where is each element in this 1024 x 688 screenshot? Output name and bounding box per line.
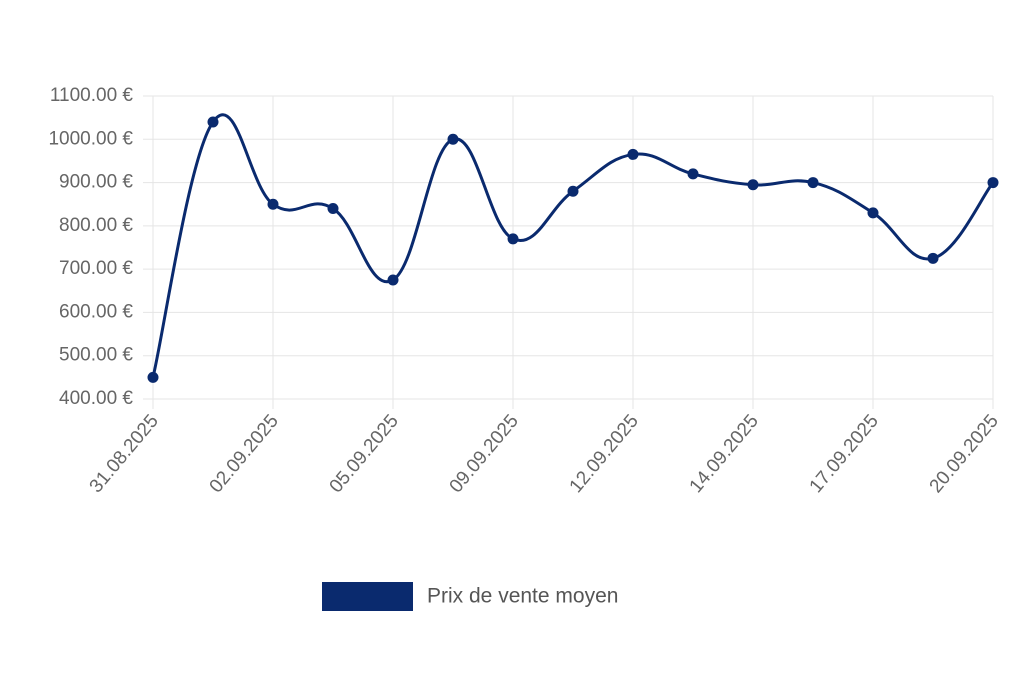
x-tick-label: 05.09.2025 [326, 411, 403, 497]
y-tick-label: 1000.00 € [48, 128, 133, 149]
y-tick-label: 400.00 € [59, 388, 133, 409]
x-tick-label: 09.09.2025 [446, 411, 523, 497]
legend-label: Prix de vente moyen [427, 585, 618, 608]
legend-swatch [322, 582, 413, 611]
y-tick-label: 1100.00 € [50, 85, 134, 106]
x-tick-label: 20.09.2025 [926, 411, 1003, 497]
point [987, 177, 999, 189]
y-tick-label: 700.00 € [59, 258, 133, 279]
y-tick-label: 600.00 € [59, 301, 133, 322]
point [687, 168, 699, 180]
point [447, 133, 459, 145]
x-tick-label: 14.09.2025 [686, 411, 763, 497]
x-tick-label: 17.09.2025 [806, 411, 883, 497]
point [927, 252, 939, 264]
point [867, 207, 879, 219]
point [147, 371, 159, 383]
y-tick-label: 500.00 € [59, 345, 133, 366]
point [267, 198, 279, 210]
y-tick-label: 900.00 € [59, 172, 133, 193]
point [627, 148, 639, 160]
point [507, 233, 519, 245]
x-tick-label: 12.09.2025 [566, 411, 643, 497]
point [747, 179, 759, 191]
line [151, 113, 995, 378]
point [207, 116, 219, 128]
point [567, 185, 579, 197]
point [387, 274, 399, 286]
point [807, 177, 819, 189]
x-tick-label: 31.08.2025 [86, 411, 163, 497]
point [327, 203, 339, 215]
y-tick-label: 800.00 € [59, 215, 133, 236]
x-tick-label: 02.09.2025 [206, 411, 283, 497]
